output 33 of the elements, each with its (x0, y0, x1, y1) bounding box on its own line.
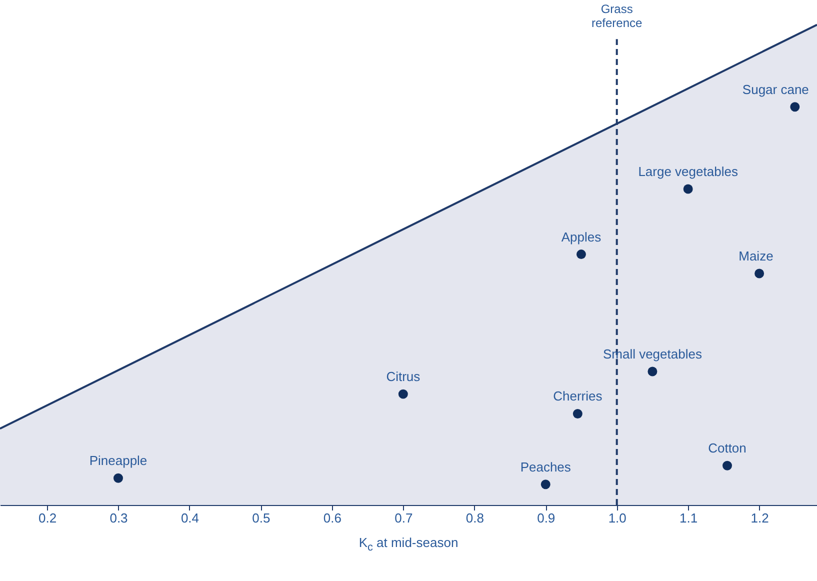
annotation: Large vegetables (638, 164, 738, 179)
x-tick-label: 0.8 (466, 510, 484, 526)
annotation: Maize (738, 248, 774, 264)
point (572, 409, 582, 418)
point (722, 460, 732, 470)
annotation: Sugar cane (742, 82, 809, 97)
annotation: Cotton (708, 440, 746, 456)
point (576, 250, 586, 260)
ref-line-label: Grass reference (591, 2, 643, 30)
x-tick-label: 0.9 (537, 510, 556, 526)
point (540, 480, 550, 490)
annotation: Apples (561, 229, 602, 244)
x-tick-label: 0.7 (394, 510, 413, 526)
annotation: Citrus (386, 369, 421, 384)
point (683, 184, 693, 194)
point (114, 473, 123, 483)
annotation: Small vegetables (602, 346, 702, 362)
x-tick-label: 1.2 (750, 510, 769, 526)
annotation: Peaches (520, 459, 572, 474)
x-tick-label: 1.0 (608, 510, 626, 526)
annotation: Pineapple (89, 453, 148, 468)
x-tick-label: 0.3 (110, 510, 128, 526)
x-tick-label: 1.1 (680, 510, 698, 526)
annotation: Cherries (553, 388, 603, 404)
x-tick-label: 0.2 (38, 510, 57, 526)
x-tick-label: 0.6 (323, 510, 342, 526)
x-tick-label: 0.4 (180, 510, 200, 526)
point (754, 268, 764, 278)
point (790, 102, 800, 112)
x-axis-title: K$_{c}$ at mid-season (358, 535, 460, 554)
point (398, 389, 408, 399)
point (648, 366, 658, 376)
x-tick-label: 0.5 (252, 510, 270, 526)
